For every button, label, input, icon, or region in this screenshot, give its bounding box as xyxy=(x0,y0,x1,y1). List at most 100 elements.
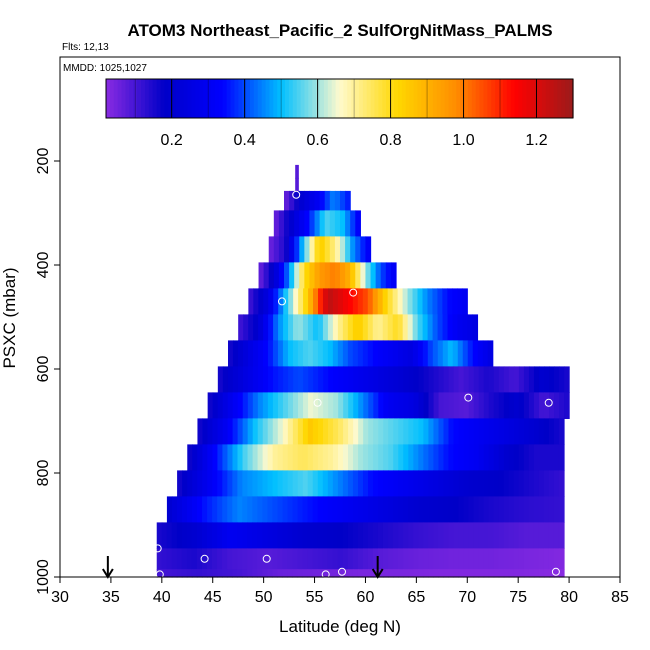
heatmap-cell xyxy=(252,340,259,367)
colorbar-segment xyxy=(335,79,341,118)
heatmap-cell xyxy=(166,496,173,523)
heatmap-cell xyxy=(295,177,299,192)
x-tick-label: 65 xyxy=(407,589,425,606)
heatmap-cell xyxy=(453,444,460,471)
heatmap-cell xyxy=(302,340,309,367)
heatmap-cell xyxy=(438,522,444,549)
heatmap-cell xyxy=(458,470,465,497)
heatmap-cell xyxy=(428,470,434,497)
heatmap-cell xyxy=(352,496,359,523)
heatmap-cell xyxy=(403,470,409,497)
heatmap-cell xyxy=(428,418,435,445)
heatmap-cell xyxy=(222,548,228,570)
heatmap-cell xyxy=(468,496,475,523)
heatmap-cell xyxy=(297,444,304,471)
heatmap-cell xyxy=(227,522,233,549)
heatmap-cell xyxy=(352,569,359,578)
heatmap-cell xyxy=(342,340,349,367)
heatmap-cell xyxy=(287,418,294,445)
colorbar-segment xyxy=(253,79,259,118)
heatmap-cell xyxy=(333,392,339,419)
heatmap-cell xyxy=(343,366,349,393)
colorbar-segment xyxy=(448,79,453,118)
heatmap-cell xyxy=(263,262,270,289)
heatmap-cell xyxy=(242,496,248,523)
heatmap-cell xyxy=(340,262,346,289)
heatmap-cell xyxy=(192,444,198,471)
heatmap-cell xyxy=(363,444,369,471)
heatmap-cell xyxy=(323,392,329,419)
dates-label: MMDD: 1025,1027 xyxy=(63,63,147,74)
heatmap-cell xyxy=(398,366,405,393)
heatmap-cell xyxy=(307,548,314,570)
heatmap-cell xyxy=(337,470,344,497)
heatmap-cell xyxy=(523,496,530,523)
heatmap-cell xyxy=(468,522,475,549)
heatmap-cell xyxy=(257,340,264,367)
heatmap-cell xyxy=(243,314,249,341)
heatmap-cell xyxy=(528,392,535,419)
colorbar-segment xyxy=(347,79,352,118)
heatmap-cell xyxy=(319,190,326,211)
heatmap-cell xyxy=(288,314,294,341)
colorbar-segment xyxy=(483,79,488,118)
heatmap-cell xyxy=(212,444,219,471)
heatmap-cell xyxy=(508,496,515,523)
heatmap-cell xyxy=(343,392,349,419)
heatmap-cell xyxy=(207,470,213,497)
heatmap-cell xyxy=(523,418,530,445)
heatmap-cell xyxy=(538,548,545,570)
colorbar-segment xyxy=(467,79,473,118)
heatmap-cell xyxy=(382,340,389,367)
heatmap-cell xyxy=(388,548,394,570)
heatmap-cell xyxy=(503,569,510,578)
heatmap-cell xyxy=(327,340,334,367)
heatmap-cell xyxy=(518,470,525,497)
heatmap-cell xyxy=(328,392,334,419)
heatmap-cell xyxy=(327,569,334,578)
heatmap-cell xyxy=(357,569,364,578)
heatmap-cell xyxy=(383,392,389,419)
heatmap-cell xyxy=(473,392,480,419)
heatmap-cell xyxy=(380,262,387,289)
heatmap-cell xyxy=(358,392,364,419)
colorbar-segment xyxy=(444,79,450,118)
heatmap-cell xyxy=(242,366,249,393)
heatmap-cell xyxy=(287,496,294,523)
colorbar-segment xyxy=(226,79,232,118)
heatmap-cell xyxy=(433,418,440,445)
heatmap-cell xyxy=(252,392,259,419)
heatmap-cell xyxy=(302,470,309,497)
heatmap-cell xyxy=(392,314,399,341)
heatmap-cell xyxy=(483,569,490,578)
heatmap-cell xyxy=(272,569,278,578)
heatmap-cell xyxy=(202,418,209,445)
heatmap-cell xyxy=(473,522,480,549)
heatmap-cell xyxy=(473,444,480,471)
heatmap-cell xyxy=(422,314,429,341)
x-tick-label: 35 xyxy=(102,589,120,606)
heatmap-cell xyxy=(297,418,304,445)
heatmap-cell xyxy=(222,366,229,393)
heatmap-cell xyxy=(277,470,284,497)
heatmap-cell xyxy=(538,522,545,549)
heatmap-cell xyxy=(340,190,346,211)
heatmap-cell xyxy=(365,236,372,263)
heatmap-cell xyxy=(367,569,374,578)
colorbar-segment xyxy=(537,79,543,118)
colorbar-segment xyxy=(327,79,333,118)
heatmap-cell xyxy=(289,236,295,263)
heatmap-cell xyxy=(327,470,334,497)
heatmap-cell xyxy=(433,548,439,570)
heatmap-cell xyxy=(303,392,309,419)
colorbar-segment xyxy=(502,79,508,118)
heatmap-cell xyxy=(299,236,305,263)
heatmap-cell xyxy=(403,548,409,570)
heatmap-cell xyxy=(463,444,470,471)
heatmap-cell xyxy=(257,418,264,445)
sample-point xyxy=(278,297,286,306)
heatmap-cell xyxy=(453,418,460,445)
heatmap-cell xyxy=(453,470,460,497)
heatmap-cell xyxy=(227,444,234,471)
heatmap-cell xyxy=(468,392,475,419)
